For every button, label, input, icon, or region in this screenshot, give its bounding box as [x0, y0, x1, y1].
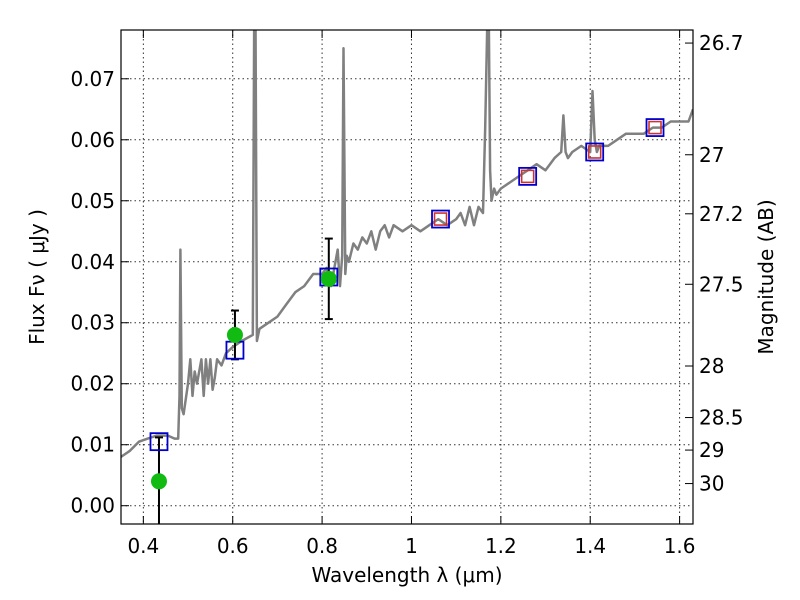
y-tick-label: 0.06 — [70, 128, 115, 152]
blue-square-marker — [149, 432, 169, 452]
y-tick-label: 0.07 — [70, 67, 115, 91]
red-square-marker — [433, 212, 448, 226]
x-axis-title: Wavelength λ (μm) — [311, 563, 502, 587]
plot-area — [121, 30, 693, 524]
y2-tick-label: 27.5 — [699, 272, 744, 296]
y-tick-label: 0.02 — [70, 372, 115, 396]
y-tick-label: 0.00 — [70, 494, 115, 518]
y-axis-title: Flux Fν ( μJy ) — [25, 209, 49, 345]
y-tick-label: 0.05 — [70, 189, 115, 213]
y2-tick-label: 27 — [699, 143, 724, 167]
red-square-marker — [648, 120, 662, 135]
y2-tick-label: 27.2 — [699, 202, 744, 226]
y2-tick-label: 28 — [699, 354, 724, 378]
y2-tick-label: 28.5 — [699, 406, 744, 430]
grid — [121, 30, 693, 524]
x-tick-label: 1 — [405, 534, 418, 558]
plot-content — [121, 30, 693, 524]
axis-ticks: 0.4 0.6 0.8 1 1.2 1.4 1.6 0.00 0.01 0.02 0.03 0.04 0… — [70, 30, 744, 558]
green-circle-marker — [150, 473, 167, 490]
green-circle-marker — [226, 326, 243, 343]
x-tick-label: 0.8 — [306, 534, 338, 558]
y2-tick-label: 29 — [699, 438, 724, 462]
x-tick-label: 1.2 — [485, 534, 517, 558]
x-tick-label: 0.6 — [217, 534, 249, 558]
y2-axis-title: Magnitude (AB) — [754, 199, 778, 354]
x-tick-label: 0.4 — [127, 534, 159, 558]
y-tick-label: 0.04 — [70, 250, 115, 274]
y2-tick-label: 26.7 — [699, 31, 744, 55]
blue-square-marker — [645, 118, 665, 137]
red-square-marker — [587, 145, 602, 159]
y-tick-label: 0.03 — [70, 311, 115, 335]
x-tick-label: 1.4 — [574, 534, 606, 558]
y-tick-label: 0.01 — [70, 433, 115, 457]
red-square-marker — [520, 169, 535, 184]
blue-square-marker — [518, 166, 538, 186]
spectrum-line — [121, 30, 693, 458]
blue-square-marker — [585, 142, 605, 162]
plot-frame — [120, 29, 694, 525]
y2-tick-label: 30 — [699, 472, 724, 496]
blue-square-marker — [431, 209, 450, 229]
x-tick-label: 1.6 — [664, 534, 696, 558]
green-circle-marker — [320, 270, 337, 287]
